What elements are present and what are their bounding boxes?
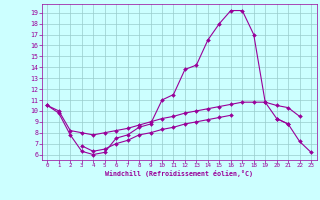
- X-axis label: Windchill (Refroidissement éolien,°C): Windchill (Refroidissement éolien,°C): [105, 170, 253, 177]
